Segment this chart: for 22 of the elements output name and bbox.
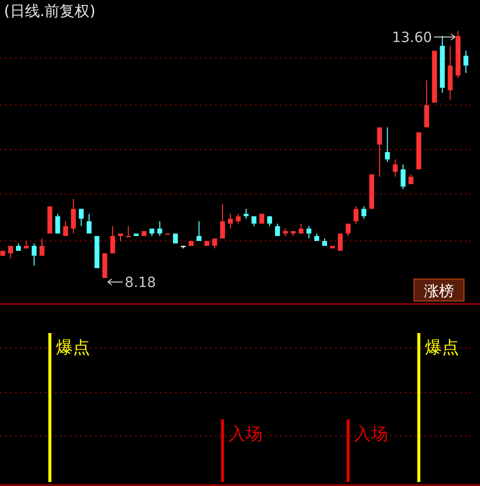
candlestick [456, 30, 460, 78]
annotation: 爆点 [56, 338, 90, 358]
candlestick [400, 164, 406, 190]
candlestick [282, 228, 288, 237]
text: 涨榜 [424, 282, 454, 300]
candlestick [448, 45, 453, 101]
annotation: 爆点 [424, 338, 459, 358]
candlestick [440, 35, 445, 94]
annotation: 13.60 [392, 30, 432, 46]
candlestick [32, 242, 37, 266]
candlestick [384, 126, 390, 162]
candlestick [463, 50, 468, 74]
candlestick [157, 220, 162, 237]
candlestick [70, 198, 76, 234]
candlestick [306, 226, 312, 239]
candlestick [392, 158, 398, 178]
candlestick [228, 213, 233, 230]
annotation: 8.18 [124, 275, 156, 291]
annotation: 入场 [228, 424, 263, 444]
annotation: 入场 [354, 424, 388, 444]
candlestick [354, 206, 358, 224]
chart-title: (日线.前复权) [4, 2, 96, 20]
